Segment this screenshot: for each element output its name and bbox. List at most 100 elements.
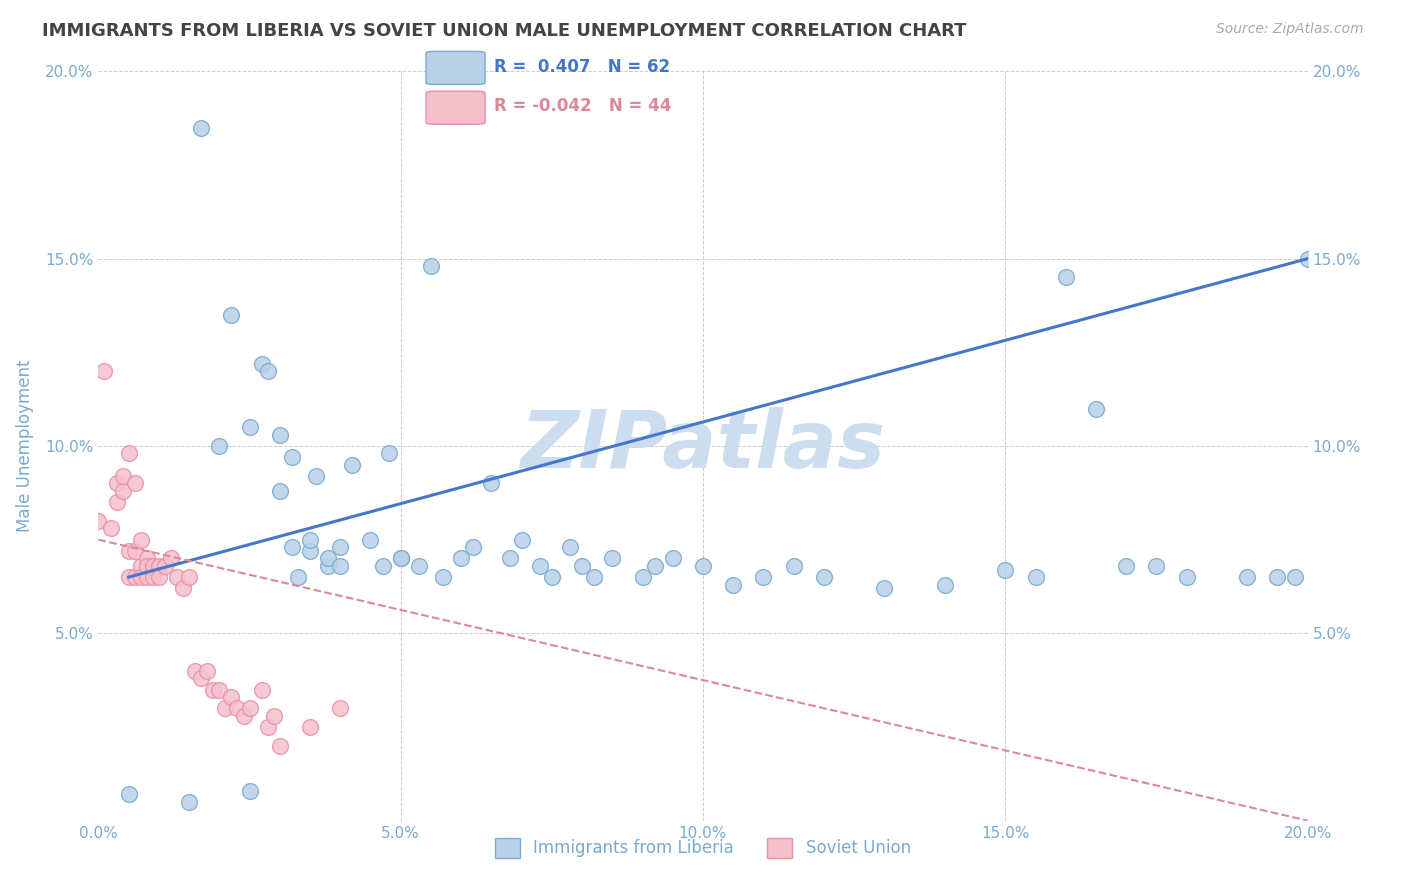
Point <box>239 783 262 797</box>
Point <box>583 570 606 584</box>
Point <box>342 458 364 472</box>
Point <box>510 533 533 547</box>
Point <box>100 521 122 535</box>
Point <box>221 308 243 322</box>
Point <box>644 558 666 573</box>
Text: Source: ZipAtlas.com: Source: ZipAtlas.com <box>1216 22 1364 37</box>
Point <box>1236 570 1258 584</box>
Point <box>661 551 683 566</box>
Point <box>250 357 273 371</box>
Point <box>1284 570 1306 584</box>
Point <box>135 551 157 566</box>
Point <box>360 533 382 547</box>
Point <box>287 570 309 584</box>
Point <box>305 469 328 483</box>
Point <box>124 570 146 584</box>
Point <box>281 450 304 465</box>
Point <box>631 570 654 584</box>
Point <box>498 551 520 566</box>
Point <box>124 544 146 558</box>
Point <box>129 558 152 573</box>
Point <box>329 558 352 573</box>
Point <box>329 701 352 715</box>
Text: R = -0.042   N = 44: R = -0.042 N = 44 <box>494 97 671 115</box>
Point <box>118 446 141 460</box>
Point <box>256 364 278 378</box>
Point <box>408 558 430 573</box>
Point <box>602 551 624 566</box>
Point <box>1054 270 1077 285</box>
Point <box>329 540 352 554</box>
Point <box>432 570 454 584</box>
Point <box>450 551 472 566</box>
Text: R =  0.407   N = 62: R = 0.407 N = 62 <box>494 59 669 77</box>
Y-axis label: Male Unemployment: Male Unemployment <box>15 359 34 533</box>
Point <box>263 708 285 723</box>
Legend: Immigrants from Liberia, Soviet Union: Immigrants from Liberia, Soviet Union <box>488 831 918 864</box>
Point <box>752 570 775 584</box>
Point <box>195 664 218 678</box>
Point <box>105 476 128 491</box>
Point <box>994 563 1017 577</box>
Point <box>142 558 165 573</box>
Point <box>269 483 291 498</box>
Point <box>1115 558 1137 573</box>
Point <box>299 720 322 734</box>
Point <box>105 495 128 509</box>
Point <box>148 570 170 584</box>
Point <box>529 558 551 573</box>
Point <box>184 664 207 678</box>
Point <box>571 558 593 573</box>
Point <box>1144 558 1167 573</box>
Point <box>190 671 212 685</box>
Point <box>142 570 165 584</box>
Point <box>692 558 714 573</box>
Point <box>481 476 503 491</box>
Point <box>232 708 254 723</box>
Point <box>202 682 225 697</box>
Point <box>129 533 152 547</box>
Point <box>256 720 278 734</box>
Point <box>250 682 273 697</box>
Point <box>93 364 115 378</box>
Point <box>87 514 110 528</box>
Point <box>389 551 412 566</box>
Point <box>179 795 201 809</box>
Point <box>153 558 176 573</box>
Point <box>172 582 194 596</box>
Point <box>934 577 956 591</box>
Text: IMMIGRANTS FROM LIBERIA VS SOVIET UNION MALE UNEMPLOYMENT CORRELATION CHART: IMMIGRANTS FROM LIBERIA VS SOVIET UNION … <box>42 22 967 40</box>
Point <box>111 469 134 483</box>
Point <box>723 577 745 591</box>
Point <box>1175 570 1198 584</box>
Point <box>269 427 291 442</box>
Point <box>239 701 262 715</box>
Point <box>160 551 183 566</box>
Point <box>1085 401 1108 416</box>
Point <box>783 558 806 573</box>
Text: ZIPatlas: ZIPatlas <box>520 407 886 485</box>
Point <box>371 558 394 573</box>
Point <box>129 570 152 584</box>
Point <box>281 540 304 554</box>
Point <box>316 558 339 573</box>
Point <box>463 540 485 554</box>
Point <box>226 701 249 715</box>
Point <box>1024 570 1046 584</box>
Point <box>190 120 212 135</box>
Point <box>1267 570 1289 584</box>
Point <box>118 570 141 584</box>
Point <box>166 570 188 584</box>
Point <box>111 483 134 498</box>
Point <box>1296 252 1319 266</box>
FancyBboxPatch shape <box>426 52 485 85</box>
Point <box>135 558 157 573</box>
Point <box>208 682 231 697</box>
Point <box>377 446 399 460</box>
Point <box>389 551 412 566</box>
Point <box>873 582 896 596</box>
Point <box>269 739 291 753</box>
Point <box>299 533 322 547</box>
Point <box>540 570 562 584</box>
Point <box>118 544 141 558</box>
